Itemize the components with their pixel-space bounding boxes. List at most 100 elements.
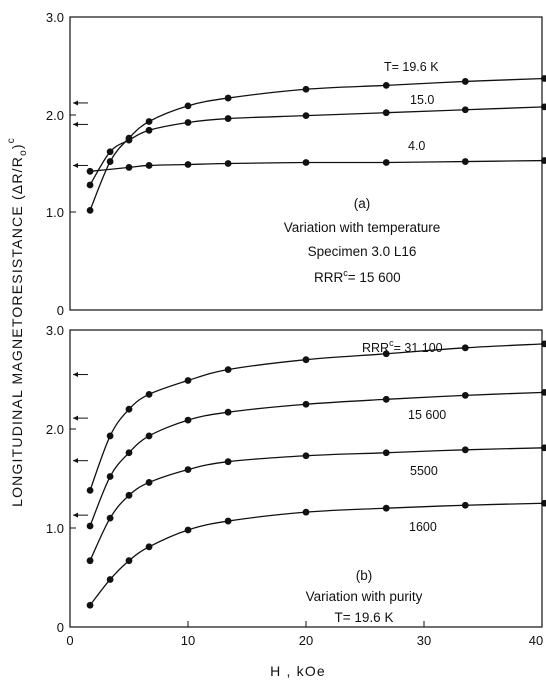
panel-b-series-2-point-9 xyxy=(540,444,546,452)
panel-b-arrow-mark-2 xyxy=(73,458,88,464)
panel-b-series-2-point-0 xyxy=(86,557,94,565)
x-axis-title: H , kOe xyxy=(270,663,326,679)
panel-b-series-0-point-0 xyxy=(86,486,94,494)
panel-a-arrow-mark-2 xyxy=(73,162,88,168)
y-axis-title: LONGITUDINAL MAGNETORESISTANCE (ΔR/Ro)c xyxy=(6,137,29,507)
panel-b-series-3-point-1 xyxy=(106,576,114,583)
panel-a-series-0-point-8 xyxy=(461,78,469,85)
panel-b-arrow-mark-3 xyxy=(73,512,88,518)
panel-b-panel-label: (b) xyxy=(356,568,373,583)
panel-b-series-2-point-7 xyxy=(382,449,390,457)
panel-a-series-0-point-5 xyxy=(224,94,232,102)
panel-a-curves xyxy=(86,75,546,214)
panel-a-panel-label: (a) xyxy=(354,196,371,211)
panel-b-series-2-line xyxy=(89,447,545,561)
panel-b-ytick-0: 0 xyxy=(57,620,64,635)
panel-b-series-3-point-8 xyxy=(461,501,469,509)
panel-b-series-3-line xyxy=(89,502,545,606)
panel-a-series-2-point-3 xyxy=(184,161,192,168)
panel-a-series-0-point-9 xyxy=(540,75,546,82)
panel-a-arrow-mark-1 xyxy=(73,121,88,127)
panel-b-series-0-point-3 xyxy=(145,390,153,398)
panel-b-series-1-point-6 xyxy=(302,400,310,408)
panel-a-series-1-point-0 xyxy=(86,181,94,189)
panel-a-series-2-point-5 xyxy=(302,159,310,166)
panel-a-series-0-line xyxy=(89,77,545,211)
panel-b-series-2-point-5 xyxy=(224,458,232,466)
panel-b-series-2-point-1 xyxy=(106,514,114,522)
panel-a-series-1-point-7 xyxy=(382,109,390,117)
panel-b-series-3-point-6 xyxy=(302,508,310,516)
panel-a-series-0-point-1 xyxy=(106,158,114,165)
panel-a-series-1-point-2 xyxy=(125,136,133,144)
panel-a-series-2-point-7 xyxy=(461,158,469,165)
panel-b-ytick-3: 3.0 xyxy=(46,323,64,338)
panel-a-ytick-0: 0 xyxy=(57,303,64,318)
panel-b-ytick-2: 2.0 xyxy=(46,422,64,437)
panel-a-series-2-line xyxy=(89,159,545,172)
panel-a-rrr-value: = 15 600 xyxy=(348,270,401,285)
panel-b-series-3-point-3 xyxy=(145,543,153,551)
panel-a-series-1-point-6 xyxy=(302,112,310,120)
panel-a-series-0-point-0 xyxy=(86,206,94,214)
panel-a-annot-1: Variation with temperature xyxy=(284,220,441,235)
panel-b-ytick-1: 1.0 xyxy=(46,521,64,536)
panel-a-annot-2: Specimen 3.0 L16 xyxy=(308,244,417,259)
panel-b-31100-rrr: RRR xyxy=(362,341,389,355)
panel-b-series-3-point-2 xyxy=(125,557,133,565)
panel-a-rrr-sup: c xyxy=(343,268,348,278)
panel-a-rrr-text: RRR xyxy=(314,270,343,285)
panel-b-frame xyxy=(69,329,543,628)
panel-b-series-0-line xyxy=(89,343,545,491)
panel-b-series-0-point-4 xyxy=(184,377,192,384)
panel-a-frame xyxy=(69,16,543,311)
panel-a-ytick-1: 1.0 xyxy=(46,205,64,220)
panel-a-series-0-point-7 xyxy=(382,81,390,89)
panel-a-series-1-point-5 xyxy=(224,115,232,122)
xtick-40: 40 xyxy=(529,633,543,648)
panel-b-series-0-point-9 xyxy=(540,340,546,348)
panel-a-series-1-point-1 xyxy=(106,148,114,156)
panel-b-series-1-point-3 xyxy=(145,432,153,440)
xtick-20: 20 xyxy=(299,633,313,648)
panel-b: 3.0 2.0 1.0 0 0 10 20 30 40 RRRc= 31 100… xyxy=(46,323,546,648)
panel-a-series-1-line xyxy=(89,106,545,186)
panel-b-label-1600: 1600 xyxy=(409,520,437,534)
panel-a-series-2-point-8 xyxy=(540,157,546,164)
panel-b-arrows xyxy=(73,372,88,518)
panel-b-series-0-point-2 xyxy=(125,405,133,413)
panel-b-series-2-point-6 xyxy=(302,452,310,460)
xtick-30: 30 xyxy=(417,633,431,648)
panel-b-series-2-point-8 xyxy=(461,446,469,454)
panel-b-series-0-point-8 xyxy=(461,344,469,352)
panel-a-series-0-point-6 xyxy=(302,85,310,93)
panel-b-series-3-point-0 xyxy=(86,601,94,609)
panel-b-annot-2: T= 19.6 K xyxy=(335,610,394,625)
panel-b-arrow-mark-0 xyxy=(73,372,88,378)
panel-b-series-1-point-5 xyxy=(224,408,232,416)
panel-a: 3.0 2.0 1.0 0 T= 19.6 K 15.0 4.0 (a) Var… xyxy=(46,10,546,318)
panel-b-series-2-point-2 xyxy=(125,491,133,499)
panel-b-label-15600: 15 600 xyxy=(408,408,446,422)
panel-a-series-0-point-4 xyxy=(184,102,192,110)
xtick-10: 10 xyxy=(181,633,195,648)
panel-a-arrow-mark-0 xyxy=(73,100,88,106)
panel-a-series-1-point-9 xyxy=(540,103,546,111)
panel-b-series-0-point-7 xyxy=(382,350,390,358)
panel-a-series-1-point-8 xyxy=(461,106,469,114)
panel-b-series-1-point-2 xyxy=(125,449,133,457)
panel-a-ytick-3: 3.0 xyxy=(46,10,64,25)
panel-a-series-1-point-3 xyxy=(145,126,153,134)
y-axis-title-sup: c xyxy=(6,137,17,143)
panel-b-label-31100: RRRc= 31 100 xyxy=(362,338,443,355)
panel-b-series-3-point-7 xyxy=(382,504,390,512)
panel-a-annot-rrr: RRRc= 15 600 xyxy=(314,268,401,285)
panel-b-arrow-mark-1 xyxy=(73,415,88,421)
panel-a-series-2-point-6 xyxy=(382,159,390,166)
panel-b-31100-value: = 31 100 xyxy=(394,341,443,355)
panel-b-series-1-line xyxy=(89,391,545,527)
panel-b-31100-sup: c xyxy=(389,338,394,348)
panel-b-label-5500: 5500 xyxy=(410,464,438,478)
panel-a-series-1-point-4 xyxy=(184,119,192,126)
panel-a-ytick-2: 2.0 xyxy=(46,108,64,123)
